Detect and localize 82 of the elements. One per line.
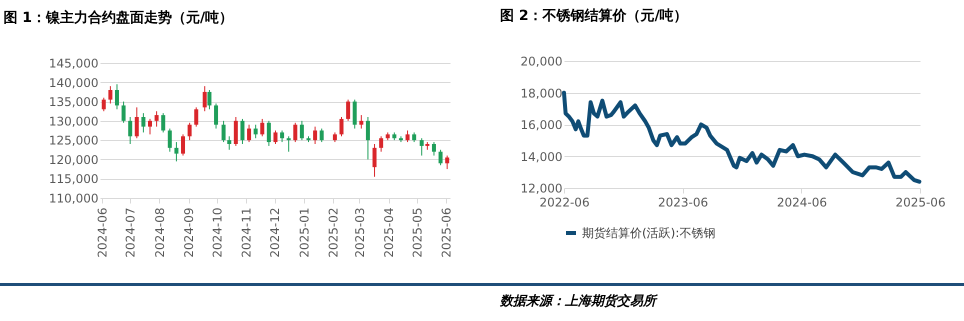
candlestick <box>273 130 278 144</box>
candlestick <box>174 142 178 162</box>
candlestick <box>154 110 159 128</box>
candlestick <box>445 155 450 170</box>
candlestick <box>432 142 436 156</box>
x-tick-label: 2024-10 <box>210 208 224 258</box>
candlestick <box>352 99 357 130</box>
x-tick-label: 2024-08 <box>152 208 167 258</box>
candlestick <box>332 132 337 143</box>
candlestick <box>141 112 146 133</box>
candlestick <box>438 149 443 166</box>
candlestick <box>379 136 384 152</box>
candlestick <box>293 122 298 143</box>
x-tick-label: 2025-06 <box>896 196 946 210</box>
y-tick-label: 20,000 <box>520 54 563 68</box>
y-tick-label: 18,000 <box>520 86 563 100</box>
candlestick <box>247 124 252 143</box>
candlestick <box>148 118 152 135</box>
candlestick <box>102 97 106 112</box>
candlestick <box>280 130 284 143</box>
candlestick <box>168 128 172 152</box>
y-tick-label: 145,000 <box>48 56 98 70</box>
candlestick <box>128 116 132 144</box>
x-tick-label: 2024-07 <box>124 208 138 258</box>
x-tick-label: 2024-06 <box>776 196 828 210</box>
candlestick <box>108 86 112 104</box>
candlestick <box>188 122 192 141</box>
source-note: 数据来源：上海期货交易所 <box>500 292 656 310</box>
legend-label: 期货结算价(活跃):不锈钢 <box>582 226 716 240</box>
candlestick <box>346 99 350 122</box>
candlestick <box>234 116 238 146</box>
chart-title: 图 2：不锈钢结算价（元/吨） <box>500 8 688 24</box>
x-tick-label: 2025-05 <box>410 208 424 258</box>
x-tick-label: 2025-02 <box>326 208 341 258</box>
candlestick <box>359 114 364 130</box>
candlestick <box>286 136 291 152</box>
x-tick-label: 2025-01 <box>297 208 312 258</box>
candlestick <box>207 90 212 110</box>
candlestick <box>260 118 264 137</box>
candlestick <box>266 120 271 146</box>
candlestick <box>366 116 370 160</box>
candlestick <box>412 132 416 143</box>
x-tick-label: 2024-09 <box>182 208 196 258</box>
candlestick <box>122 101 126 124</box>
x-tick-label: 2024-12 <box>268 208 282 258</box>
candlestick <box>222 120 226 143</box>
candlestick <box>202 86 207 112</box>
candlestick <box>313 126 318 144</box>
line-series <box>562 90 922 184</box>
y-tick-label: 125,000 <box>48 134 98 148</box>
candlestick <box>340 116 344 137</box>
candlestick <box>320 128 324 143</box>
y-tick-label: 16,000 <box>520 118 563 132</box>
chart-title: 图 1：镍主力合约盘面走势（元/吨） <box>3 9 234 26</box>
x-tick-label: 2025-06 <box>440 208 454 258</box>
candlestick <box>114 84 119 110</box>
candlestick <box>420 138 424 156</box>
x-tick-label: 2025-03 <box>352 208 367 258</box>
candlestick <box>240 118 244 144</box>
y-tick-label: 130,000 <box>48 114 98 128</box>
y-tick-label: 135,000 <box>48 95 98 110</box>
candlestick <box>372 144 377 178</box>
candlestick <box>181 134 186 156</box>
x-tick-label: 2023-06 <box>658 196 708 210</box>
candlestick <box>214 103 218 130</box>
x-tick-label: 2025-04 <box>382 208 396 258</box>
candlestick <box>161 112 166 133</box>
x-tick-label: 2024-11 <box>240 208 254 258</box>
y-tick-label: 110,000 <box>48 192 98 206</box>
x-tick-label: 2022-06 <box>540 196 590 210</box>
candlestick <box>194 106 198 128</box>
y-tick-label: 120,000 <box>48 152 98 167</box>
y-tick-label: 115,000 <box>48 172 98 186</box>
x-tick-label: 2024-06 <box>95 208 110 258</box>
y-tick-label: 14,000 <box>520 150 563 164</box>
candlestick <box>134 106 139 139</box>
y-tick-label: 12,000 <box>520 182 563 196</box>
candlestick <box>406 130 410 143</box>
candlestick <box>300 120 304 141</box>
candlestick <box>254 124 258 139</box>
candlestick <box>227 136 232 150</box>
y-tick-label: 140,000 <box>48 76 98 90</box>
